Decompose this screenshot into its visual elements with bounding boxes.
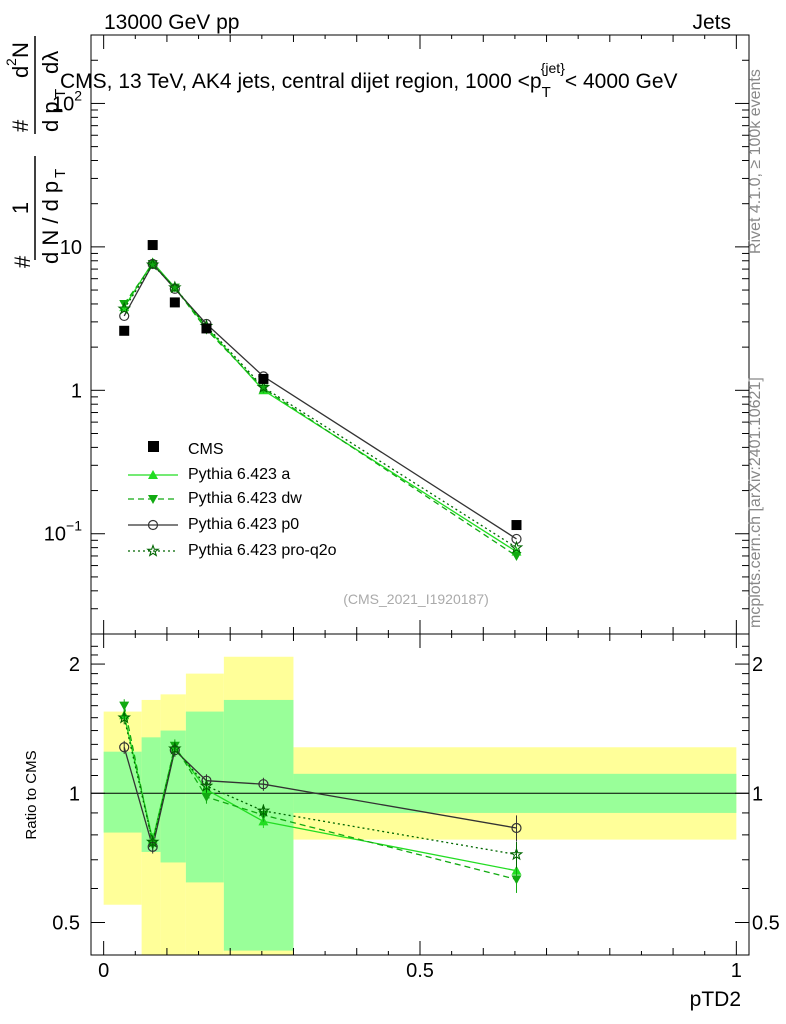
header-right: Jets bbox=[692, 11, 731, 34]
svg-text:d p: d p bbox=[38, 101, 63, 132]
main-series-point-3 bbox=[117, 301, 131, 315]
main-series-point-3 bbox=[168, 280, 182, 294]
ratio-y-tick-label-right: 2 bbox=[752, 654, 763, 676]
ratio-y-tick-label-right: 1 bbox=[752, 783, 763, 805]
ratio-series-point-2 bbox=[119, 742, 130, 753]
ratio-y-axis-label: Ratio to CMS bbox=[23, 750, 40, 839]
legend-label-pro-q2o: Pythia 6.423 pro-q2o bbox=[188, 542, 337, 559]
cms-data-point bbox=[147, 240, 158, 251]
ratio-y-tick-label-left: 1 bbox=[69, 783, 80, 805]
ratio-series-point-3 bbox=[509, 847, 524, 861]
main-series-line-3 bbox=[123, 263, 517, 549]
legend-marker-pro-q2o bbox=[128, 543, 178, 557]
svg-text:N: N bbox=[8, 42, 33, 58]
mcplots-label: mcplots.cern.ch [arXiv:2401.10621] bbox=[747, 377, 764, 628]
ratio-series-point-1 bbox=[201, 793, 212, 803]
series-lines bbox=[123, 261, 517, 881]
ratio-series-point-2 bbox=[258, 779, 269, 790]
y-tick-label: 10 bbox=[60, 237, 82, 259]
x-tick-label: 0.5 bbox=[406, 960, 434, 982]
ratio-series-line-3 bbox=[123, 717, 517, 856]
ratio-bands bbox=[103, 656, 737, 955]
y-tick-label: 1 bbox=[71, 380, 82, 402]
legend-marker-p0 bbox=[128, 519, 178, 531]
series-markers bbox=[117, 240, 524, 893]
svg-text:#: # bbox=[10, 255, 35, 268]
legend-label-a: Pythia 6.423 a bbox=[188, 466, 290, 483]
legend-marker-a bbox=[128, 470, 178, 479]
svg-text:2: 2 bbox=[3, 58, 19, 66]
ratio-series-point-3 bbox=[199, 778, 214, 792]
legend-marker-dw bbox=[128, 495, 178, 504]
ratio-y-tick-label-left: 2 bbox=[69, 654, 80, 676]
svg-text:dλ: dλ bbox=[38, 51, 63, 74]
cms-data-point bbox=[169, 297, 180, 308]
ratio-series-point-3 bbox=[256, 803, 271, 817]
ratio-y-tick-label-left: 0.5 bbox=[52, 912, 80, 934]
legend-symbol bbox=[148, 470, 158, 479]
legend-symbol bbox=[146, 543, 160, 557]
ratio-series-point-3 bbox=[117, 710, 131, 724]
main-series-line-2 bbox=[123, 262, 517, 540]
svg-text:d N / d p: d N / d p bbox=[38, 181, 63, 264]
svg-text:T: T bbox=[52, 169, 69, 178]
legend-label-cms: CMS bbox=[188, 441, 224, 458]
axes: 0 0.5 1 10−1 1 10 102 0.5 0.5 1 1 2 2 bbox=[44, 34, 780, 982]
legend-symbol bbox=[147, 519, 159, 531]
x-tick-label: 1 bbox=[731, 960, 742, 982]
svg-text:d: d bbox=[8, 66, 33, 78]
legend-label-dw: Pythia 6.423 dw bbox=[188, 490, 302, 507]
cms-data-point bbox=[119, 325, 130, 336]
legend-label-p0: Pythia 6.423 p0 bbox=[188, 516, 299, 533]
main-series-point-2 bbox=[169, 283, 180, 294]
ratio-series-point-1 bbox=[119, 701, 130, 711]
x-tick-label: 0 bbox=[98, 960, 109, 982]
cms-data-point bbox=[258, 373, 269, 384]
cms-data-point bbox=[511, 520, 522, 531]
legend: CMS Pythia 6.423 a Pythia 6.423 dw Pythi… bbox=[128, 441, 337, 559]
main-series-point-3 bbox=[145, 257, 160, 271]
main-series-point-3 bbox=[256, 380, 271, 394]
ratio-series-point-2 bbox=[511, 822, 522, 834]
legend-marker-cms bbox=[148, 441, 159, 452]
main-series-line-1 bbox=[123, 262, 517, 557]
ratio-series-line-1 bbox=[123, 705, 517, 881]
x-axis-label: pTD2 bbox=[690, 988, 741, 1011]
analysis-watermark: (CMS_2021_I1920187) bbox=[343, 591, 489, 607]
y-axis-label: # 1 d N / d p T # d p T d 2 N dλ bbox=[3, 36, 69, 268]
main-series-point-3 bbox=[509, 540, 524, 554]
rivet-version-label: Rivet 4.1.0, ≥ 100k events bbox=[747, 69, 764, 254]
y-tick-label: 10−1 bbox=[44, 518, 82, 546]
ratio-y-tick-label-right: 0.5 bbox=[752, 912, 780, 934]
y-tick-label: 102 bbox=[52, 87, 82, 115]
svg-text:1: 1 bbox=[8, 202, 33, 214]
chart-title: CMS, 13 TeV, AK4 jets, central dijet reg… bbox=[60, 60, 678, 101]
ratio-series-point-3 bbox=[145, 834, 160, 848]
svg-text:#: # bbox=[8, 119, 33, 132]
header-left: 13000 GeV pp bbox=[104, 11, 239, 34]
legend-symbol bbox=[148, 495, 158, 504]
main-series-point-1 bbox=[147, 259, 158, 269]
ratio-series-point-1 bbox=[511, 875, 522, 885]
ratio-series-point-3 bbox=[168, 741, 182, 755]
svg-text:T: T bbox=[52, 89, 69, 98]
main-series-point-1 bbox=[511, 551, 522, 561]
cms-data-point bbox=[201, 323, 212, 334]
ratio-series-line-2 bbox=[123, 747, 517, 848]
main-series-line-0 bbox=[123, 261, 517, 553]
